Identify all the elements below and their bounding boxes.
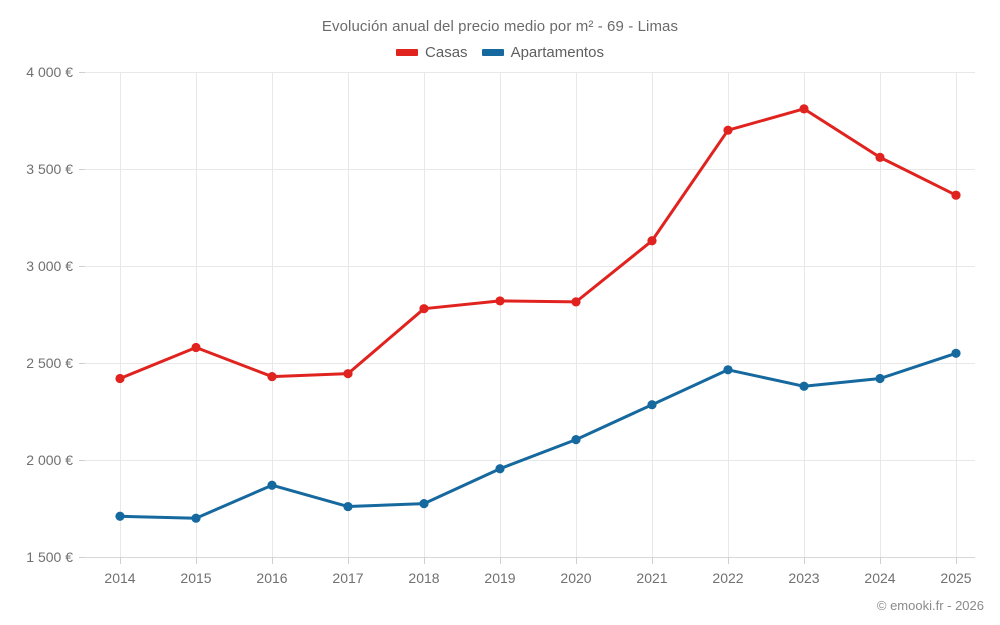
data-point[interactable] xyxy=(951,190,961,200)
data-point[interactable] xyxy=(343,369,353,379)
data-point[interactable] xyxy=(495,464,505,474)
x-axis-tick-label: 2025 xyxy=(940,570,971,586)
y-axis-tick-label: 3 000 € xyxy=(26,258,73,274)
chart-legend: Casas Apartamentos xyxy=(0,44,1000,61)
data-point[interactable] xyxy=(115,373,125,384)
data-point[interactable] xyxy=(723,125,733,135)
series-line-casas xyxy=(118,107,958,381)
data-point[interactable] xyxy=(191,342,201,353)
copyright-credit: © emooki.fr - 2026 xyxy=(876,598,984,613)
y-axis-tick-label: 1 500 € xyxy=(26,549,73,565)
data-point[interactable] xyxy=(571,297,581,307)
x-axis-tick-label: 2017 xyxy=(332,570,363,586)
data-point[interactable] xyxy=(647,400,657,410)
y-axis-tick-label: 2 000 € xyxy=(26,452,73,468)
data-point[interactable] xyxy=(799,381,809,391)
y-axis-tick-labels: 1 500 € 2 000 € 2 500 € 3 000 € 3 500 € 4 000… xyxy=(26,64,73,565)
data-point[interactable] xyxy=(571,435,581,445)
x-axis-tick-label: 2023 xyxy=(788,570,819,586)
gridlines xyxy=(79,72,975,558)
x-axis-tick-label: 2021 xyxy=(636,570,667,586)
data-point[interactable] xyxy=(419,304,429,314)
vertical-gridlines xyxy=(120,72,957,564)
x-axis-tick-label: 2020 xyxy=(560,570,591,586)
data-point[interactable] xyxy=(875,373,885,384)
data-point[interactable] xyxy=(799,104,809,114)
x-axis-tick-label: 2015 xyxy=(180,570,211,586)
data-point[interactable] xyxy=(419,499,429,509)
x-axis-tick-label: 2024 xyxy=(864,570,895,586)
y-axis-tick-label: 4 000 € xyxy=(26,64,73,80)
y-axis-tick-label: 2 500 € xyxy=(26,355,73,371)
data-point[interactable] xyxy=(875,152,885,162)
data-point[interactable] xyxy=(343,501,353,512)
y-axis-tick-label: 3 500 € xyxy=(26,161,73,177)
data-point[interactable] xyxy=(647,236,657,246)
legend-label: Apartamentos xyxy=(510,44,604,61)
legend-item-apartamentos[interactable]: Apartamentos xyxy=(481,44,604,61)
legend-swatch-icon xyxy=(481,49,504,56)
legend-label: Casas xyxy=(425,44,468,61)
x-axis-tick-label: 2016 xyxy=(256,570,287,586)
series-line-apartamentos xyxy=(118,351,958,520)
x-axis-tick-label: 2018 xyxy=(408,570,439,586)
data-point[interactable] xyxy=(267,480,277,490)
x-axis-tick-label: 2014 xyxy=(104,570,135,586)
x-axis-tick-labels: 2014 2015 2016 2017 2018 2019 2020 2021 2022 2023… xyxy=(104,570,971,586)
data-point[interactable] xyxy=(723,365,733,375)
data-point[interactable] xyxy=(495,296,505,306)
data-series-layer xyxy=(115,104,961,523)
data-point[interactable] xyxy=(267,371,277,382)
data-point[interactable] xyxy=(191,513,201,523)
legend-swatch-icon xyxy=(396,49,419,56)
x-axis-tick-label: 2019 xyxy=(484,570,515,586)
x-axis-tick-label: 2022 xyxy=(712,570,743,586)
legend-item-casas[interactable]: Casas xyxy=(396,44,468,61)
data-point[interactable] xyxy=(115,511,125,521)
chart-title: Evolución anual del precio medio por m² … xyxy=(321,18,679,35)
data-point[interactable] xyxy=(951,348,961,358)
